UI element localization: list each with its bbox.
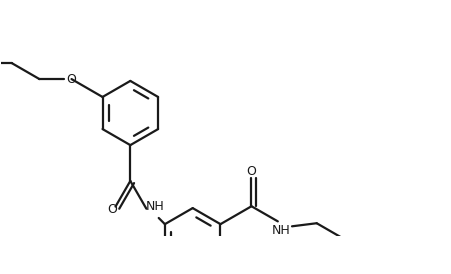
Text: O: O: [246, 165, 256, 178]
Text: O: O: [106, 202, 116, 216]
Text: NH: NH: [145, 200, 164, 213]
Text: O: O: [66, 73, 76, 85]
Text: NH: NH: [271, 224, 290, 237]
